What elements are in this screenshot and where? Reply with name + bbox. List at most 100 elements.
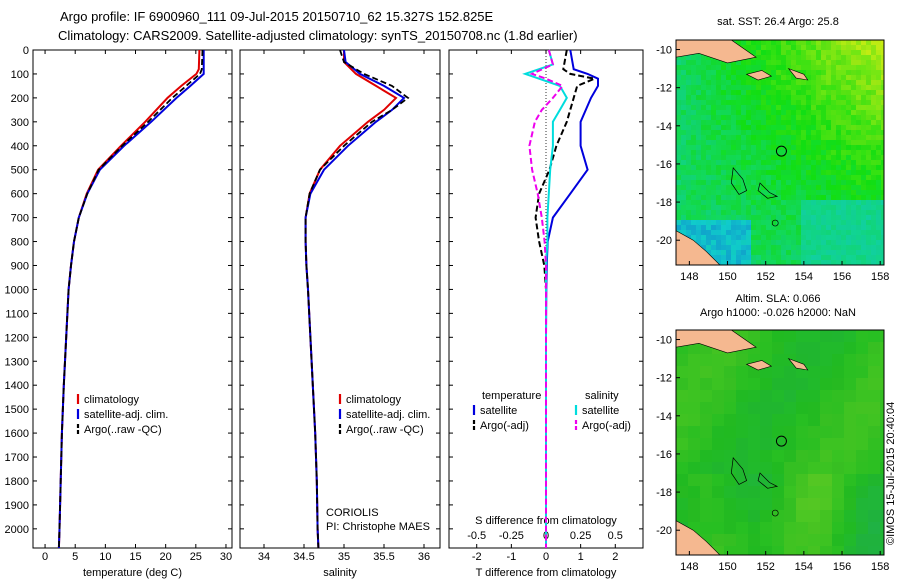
- sst-map-cell: [881, 140, 884, 146]
- sst-map-cell: [861, 60, 867, 66]
- sla-map-cell: [760, 402, 773, 415]
- sst-map-cell: [691, 70, 697, 76]
- sst-map-cell: [866, 245, 872, 251]
- sla-map-cell: [832, 390, 845, 403]
- sst-map-cell: [796, 95, 802, 101]
- sdiff-x-tick-label: 0.25: [570, 530, 591, 542]
- sst-map-cell: [696, 130, 702, 136]
- sst-map-cell: [771, 130, 777, 136]
- sst-map-cell: [881, 150, 884, 156]
- sst-map-cell: [871, 255, 877, 261]
- sst-map-cell: [741, 245, 747, 251]
- sla-map-cell: [700, 438, 713, 451]
- sst-map-cell: [801, 145, 807, 151]
- sst-map-cell: [821, 130, 827, 136]
- sst-map-cell: [691, 80, 697, 86]
- sst-map-cell: [771, 125, 777, 131]
- sst-map-cell: [851, 55, 857, 61]
- sla-map-cell: [856, 378, 869, 391]
- sst-map-cell: [716, 215, 722, 221]
- sst-map-cell: [856, 245, 862, 251]
- sst-map-cell: [846, 210, 852, 216]
- sst-map-cell: [741, 60, 747, 66]
- sla-map-cell: [772, 330, 785, 343]
- sst-map-cell: [841, 100, 847, 106]
- sla-map-cell: [832, 462, 845, 475]
- sst-map-cell: [761, 185, 767, 191]
- sst-map-cell: [881, 245, 884, 251]
- sst-map-cell: [841, 190, 847, 196]
- sla-map-cell: [760, 450, 773, 463]
- sla-map-cell: [676, 486, 689, 499]
- sla-map-cell: [844, 438, 857, 451]
- sst-map-cell: [796, 240, 802, 246]
- sst-map-cell: [686, 90, 692, 96]
- sst-map-cell: [791, 55, 797, 61]
- sst-map-cell: [851, 85, 857, 91]
- sst-map-cell: [731, 260, 737, 265]
- sst-map-cell: [731, 245, 737, 251]
- sla-map-cell: [712, 378, 725, 391]
- sst-map-cell: [866, 240, 872, 246]
- sla-map-cell: [844, 378, 857, 391]
- sla-map-cell: [760, 414, 773, 427]
- sst-map-ytick-label: -10: [656, 45, 672, 57]
- sst-map-cell: [826, 225, 832, 231]
- sla-map-cell: [724, 390, 737, 403]
- sla-map-cell: [700, 450, 713, 463]
- sst-map-cell: [716, 210, 722, 216]
- sst-map-cell: [681, 210, 687, 216]
- sst-map-cell: [736, 95, 742, 101]
- sst-map-cell: [756, 115, 762, 121]
- sst-map-cell: [801, 60, 807, 66]
- sst-map-cell: [696, 85, 702, 91]
- sst-map-cell: [811, 225, 817, 231]
- sst-map-cell: [736, 220, 742, 226]
- sst-map-cell: [841, 45, 847, 51]
- sst-map-cell: [791, 200, 797, 206]
- sla-map-land: [676, 520, 721, 555]
- sst-map-cell: [836, 135, 842, 141]
- sst-map-cell: [681, 165, 687, 171]
- depth-tick-label: 200: [11, 93, 29, 105]
- sst-map-cell: [686, 160, 692, 166]
- sst-map-cell: [731, 150, 737, 156]
- sla-map-cell: [868, 462, 881, 475]
- sla-map-ytick-label: -16: [656, 449, 672, 461]
- sst-map-cell: [876, 80, 882, 86]
- sla-map-cell: [868, 546, 881, 555]
- sla-map-cell: [844, 498, 857, 511]
- sst-map-cell: [811, 175, 817, 181]
- sst-map-cell: [806, 245, 812, 251]
- sst-map-cell: [811, 190, 817, 196]
- sst-map-cell: [741, 75, 747, 81]
- sst-map-cell: [846, 90, 852, 96]
- sst-map-cell: [751, 80, 757, 86]
- sst-map-cell: [876, 95, 882, 101]
- sst-map-cell: [721, 175, 727, 181]
- sst-map-cell: [746, 120, 752, 126]
- sst-map-cell: [766, 85, 772, 91]
- sla-map-cell: [748, 498, 761, 511]
- sst-map-cell: [761, 205, 767, 211]
- sst-map-cell: [731, 125, 737, 131]
- sst-map-cell: [751, 180, 757, 186]
- sst-map-cell: [876, 205, 882, 211]
- sla-map-cell: [724, 546, 737, 555]
- sst-map-cell: [811, 200, 817, 206]
- sst-map-cell: [826, 95, 832, 101]
- sst-map-cell: [801, 80, 807, 86]
- sst-map-cell: [881, 225, 884, 231]
- sla-map-title: Altim. SLA: 0.066: [736, 293, 821, 305]
- sst-map-cell: [751, 195, 757, 201]
- sst-map-cell: [836, 185, 842, 191]
- sst-map-cell: [711, 240, 717, 246]
- sst-map-cell: [856, 220, 862, 226]
- sst-map-cell: [731, 140, 737, 146]
- sst-map-cell: [776, 85, 782, 91]
- sla-map-cell: [676, 450, 689, 463]
- sst-map-cell: [686, 125, 692, 131]
- sla-map-cell: [712, 390, 725, 403]
- sst-map-cell: [781, 235, 787, 241]
- sst-map-cell: [851, 135, 857, 141]
